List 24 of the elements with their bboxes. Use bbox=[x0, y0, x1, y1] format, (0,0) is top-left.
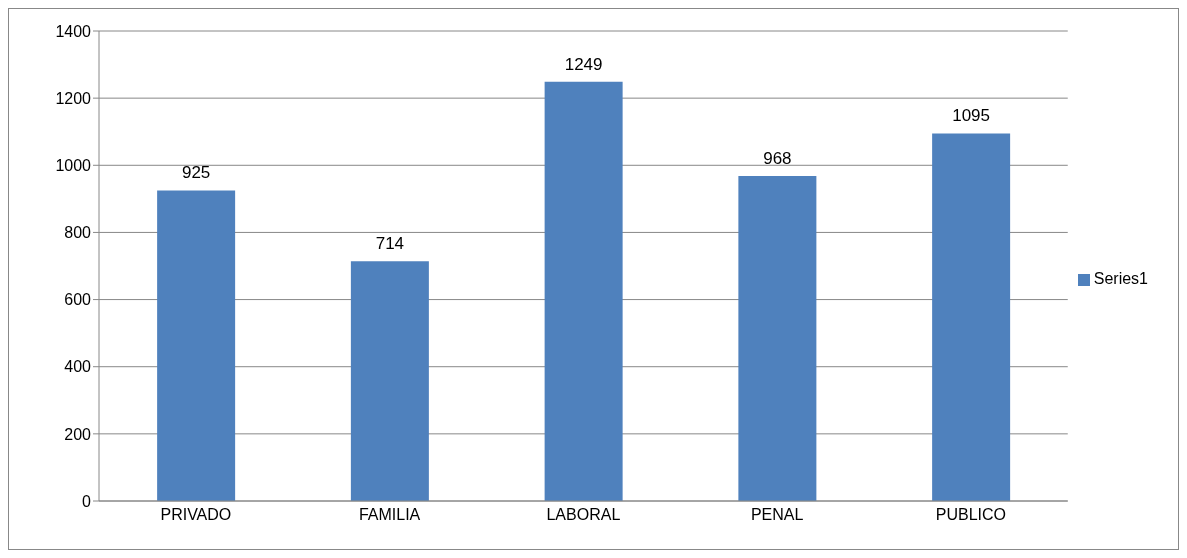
data-label: 1095 bbox=[952, 106, 991, 126]
y-tick-label: 200 bbox=[64, 425, 92, 443]
bar bbox=[738, 176, 817, 501]
y-tick-label: 600 bbox=[64, 291, 92, 309]
bar bbox=[157, 190, 236, 501]
data-label: 925 bbox=[181, 163, 211, 183]
x-tick-label: PENAL bbox=[750, 506, 804, 524]
data-label: 714 bbox=[375, 234, 405, 254]
y-tick-label: 0 bbox=[82, 492, 92, 510]
y-tick-label: 400 bbox=[64, 358, 92, 376]
bar bbox=[544, 81, 623, 501]
data-label: 968 bbox=[763, 149, 792, 169]
bar bbox=[932, 133, 1011, 501]
x-tick-label: FAMILIA bbox=[358, 506, 421, 524]
x-tick-label: PRIVADO bbox=[160, 506, 232, 524]
y-tick-label: 800 bbox=[64, 224, 92, 242]
bar bbox=[350, 261, 429, 501]
y-tick-label: 1400 bbox=[55, 22, 92, 40]
legend-label: Series1 bbox=[1093, 270, 1148, 287]
y-tick-label: 1200 bbox=[55, 89, 92, 107]
x-tick-label: LABORAL bbox=[546, 506, 621, 524]
y-tick-label: 1000 bbox=[55, 156, 92, 174]
data-label: 1249 bbox=[564, 54, 603, 74]
x-tick-label: PUBLICO bbox=[935, 506, 1006, 524]
